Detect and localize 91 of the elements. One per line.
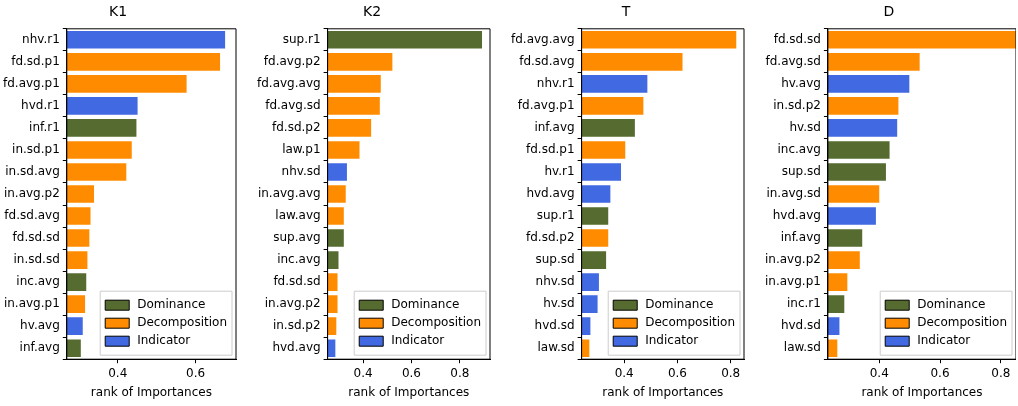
y-tick-label: fd.sd.sd [12, 230, 60, 245]
y-tick-label: fd.avg.p1 [3, 75, 60, 90]
x-tick-label: 0.4 [353, 365, 373, 380]
y-tick-label: nhv.r1 [536, 75, 575, 90]
y-tick-label: in.avg.avg [257, 186, 321, 201]
x-tick-label: 0.6 [667, 365, 687, 380]
chart-title: K1 [108, 3, 128, 20]
y-tick-label: in.avg.p2 [3, 186, 60, 201]
y-tick-label: in.sd.avg [5, 164, 60, 179]
y-tick-label: hvd.avg [772, 208, 821, 223]
y-tick-label: inc.r1 [786, 296, 821, 311]
legend-label: Dominance [645, 297, 714, 312]
y-tick-label: in.avg.p1 [764, 274, 821, 289]
y-tick-label: in.avg.p2 [264, 296, 321, 311]
y-tick-label: in.avg.p1 [3, 296, 60, 311]
y-tick-label: fd.avg.p2 [263, 53, 321, 68]
y-tick-label: hvd.sd [534, 318, 575, 333]
legend-label: Dominance [137, 297, 206, 312]
legend-label: Indicator [137, 333, 191, 348]
y-tick-label: fd.sd.sd [273, 274, 321, 289]
y-tick-label: sup.avg [273, 230, 321, 245]
y-tick-label: nhv.r1 [22, 31, 60, 46]
legend-label: Decomposition [917, 315, 1008, 330]
y-tick-label: law.avg [275, 208, 321, 223]
y-tick-label: sup.sd [781, 164, 821, 179]
y-tick-label: fd.avg.avg [256, 75, 321, 90]
legend-label: Indicator [917, 333, 971, 348]
y-tick-label: inc.avg [16, 274, 60, 289]
legend-label: Indicator [645, 333, 699, 348]
x-axis-title: rank of Importances [861, 384, 983, 399]
x-tick-label: 0.6 [401, 365, 422, 380]
y-tick-label: fd.sd.p2 [526, 230, 575, 245]
y-tick-label: hvd.avg [526, 186, 575, 201]
legend-label: Decomposition [391, 315, 482, 330]
y-tick-label: in.sd.p2 [272, 318, 321, 333]
y-tick-label: sup.r1 [282, 31, 321, 46]
x-axis-title: rank of Importances [90, 384, 212, 399]
y-tick-label: fd.sd.avg [4, 208, 60, 223]
x-tick-label: 0.8 [991, 365, 1011, 380]
y-tick-label: fd.sd.p1 [526, 142, 575, 157]
y-tick-label: hv.avg [20, 318, 60, 333]
y-tick-label: fd.avg.sd [265, 98, 321, 113]
x-tick-label: 0.6 [930, 365, 950, 380]
y-tick-label: fd.avg.sd [765, 53, 821, 68]
y-tick-label: fd.sd.p1 [11, 53, 60, 68]
legend-label: Decomposition [645, 315, 736, 330]
x-tick-label: 0.4 [108, 365, 128, 380]
y-tick-label: in.sd.p1 [12, 142, 60, 157]
y-tick-label: in.sd.sd [13, 252, 60, 267]
y-tick-label: hv.sd [543, 296, 575, 311]
y-tick-label: law.sd [783, 340, 821, 355]
x-tick-label: 0.6 [186, 365, 206, 380]
y-tick-label: inf.avg [19, 340, 60, 355]
y-tick-label: in.avg.p2 [764, 252, 821, 267]
legend-label: Dominance [917, 297, 986, 312]
y-tick-label: hv.avg [781, 75, 821, 90]
x-axis-title: rank of Importances [602, 384, 724, 399]
legend-label: Indicator [391, 333, 445, 348]
y-tick-label: hvd.sd [780, 318, 821, 333]
y-tick-label: hv.r1 [544, 164, 575, 179]
x-tick-label: 0.8 [721, 365, 741, 380]
y-tick-label: inc.avg [277, 252, 321, 267]
y-tick-label: hvd.r1 [21, 98, 60, 113]
x-axis-title: rank of Importances [348, 384, 470, 399]
y-tick-label: fd.sd.sd [773, 31, 821, 46]
chart-title: T [620, 3, 631, 20]
y-tick-label: law.sd [537, 340, 575, 355]
x-tick-label: 0.4 [614, 365, 634, 380]
y-tick-label: nhv.sd [281, 164, 321, 179]
y-tick-label: fd.avg.avg [510, 31, 575, 46]
legend-label: Dominance [391, 297, 460, 312]
chart-title: D [883, 3, 895, 20]
y-tick-label: sup.r1 [536, 208, 575, 223]
y-tick-label: nhv.sd [535, 274, 575, 289]
y-tick-label: inf.avg [780, 230, 821, 245]
y-tick-label: inf.avg [534, 120, 575, 135]
y-tick-label: fd.sd.p2 [272, 120, 321, 135]
y-tick-label: fd.avg.p1 [517, 98, 575, 113]
chart-title: K2 [362, 3, 382, 20]
y-tick-label: hvd.avg [272, 340, 321, 355]
x-tick-label: 0.8 [450, 365, 470, 380]
y-tick-label: in.avg.sd [766, 186, 821, 201]
y-tick-label: law.p1 [282, 142, 321, 157]
y-tick-label: inc.avg [777, 142, 821, 157]
legend-label: Decomposition [137, 315, 228, 330]
y-tick-label: inf.r1 [29, 120, 60, 135]
y-tick-label: in.sd.p2 [773, 98, 821, 113]
x-tick-label: 0.4 [869, 365, 889, 380]
y-tick-label: hv.sd [789, 120, 821, 135]
y-tick-label: sup.sd [535, 252, 575, 267]
y-tick-label: fd.sd.avg [519, 53, 575, 68]
